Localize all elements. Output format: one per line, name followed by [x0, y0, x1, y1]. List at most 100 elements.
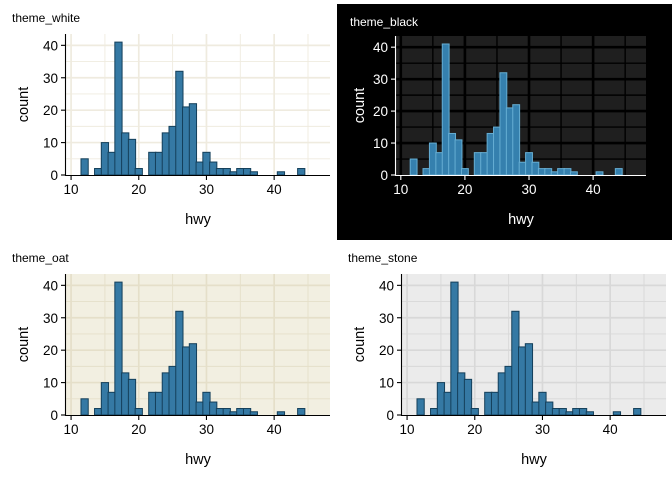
- x-tick-label: 30: [521, 182, 536, 197]
- y-tick-label: 20: [379, 343, 394, 358]
- histogram-bar: [229, 411, 238, 416]
- histogram-bar: [518, 161, 527, 176]
- histogram-bar: [242, 168, 252, 176]
- y-tick-label: 10: [43, 136, 58, 151]
- x-tick-label: 30: [535, 422, 550, 437]
- histogram-bar: [134, 168, 143, 176]
- histogram-bar: [276, 411, 286, 416]
- y-tick-label: 30: [43, 311, 58, 326]
- histogram-bar: [443, 391, 452, 416]
- histogram-bar: [450, 281, 459, 416]
- histogram-bar: [114, 41, 123, 176]
- histogram-bar: [202, 391, 211, 416]
- histogram-bar: [518, 346, 527, 416]
- histogram-bar: [505, 107, 514, 176]
- y-tick-label: 30: [373, 72, 388, 87]
- y-tick-label: 0: [50, 168, 58, 183]
- histogram-bar: [493, 126, 501, 176]
- y-tick-label: 40: [43, 38, 58, 53]
- histogram-bar: [441, 43, 450, 176]
- histogram-bar: [612, 411, 622, 416]
- histogram-bar: [127, 138, 137, 176]
- histogram-bar: [202, 151, 211, 176]
- y-tick-label: 20: [43, 343, 58, 358]
- histogram-bar: [80, 158, 89, 176]
- histogram-bar: [550, 171, 559, 176]
- x-tick-label: 20: [131, 182, 146, 197]
- histogram-bar: [569, 171, 578, 176]
- histogram-bar: [134, 408, 143, 416]
- x-tick-label: 10: [64, 422, 79, 437]
- histogram-bar: [100, 142, 110, 176]
- histogram-bar: [148, 391, 157, 416]
- histogram-bar: [195, 401, 204, 416]
- histogram-bar: [242, 408, 252, 416]
- histogram-bar: [409, 158, 418, 176]
- histogram-bar: [463, 378, 473, 416]
- histogram-bar: [148, 151, 157, 176]
- histogram-bar: [480, 152, 489, 176]
- histogram-bar: [470, 408, 479, 416]
- histogram-bar: [80, 398, 89, 416]
- histogram-bar: [486, 132, 495, 176]
- y-tick-label: 0: [386, 408, 394, 423]
- y-tick-label: 40: [379, 278, 394, 293]
- histogram-bar: [168, 365, 177, 416]
- histogram-bar: [297, 408, 306, 416]
- histogram-bar: [182, 346, 191, 416]
- panel-background: [66, 34, 330, 175]
- panel-title: theme_black: [350, 15, 419, 29]
- histogram-bar: [182, 106, 191, 176]
- histogram-bar: [422, 168, 431, 176]
- panel-title: theme_white: [12, 11, 80, 25]
- panel-background: [66, 274, 330, 415]
- y-axis-title: count: [16, 87, 32, 122]
- histogram-bar: [188, 343, 198, 416]
- y-tick-label: 10: [379, 376, 394, 391]
- histogram-theme-stone: 10 20 30 40 0 10 20 30 40 hwy count theme_stone: [336, 240, 672, 480]
- histogram-bar: [436, 382, 446, 416]
- histogram-bar: [484, 391, 493, 416]
- histogram-bar: [504, 365, 513, 416]
- y-tick-label: 0: [50, 408, 58, 423]
- y-axis-title: count: [352, 88, 368, 123]
- x-axis-title: hwy: [185, 452, 212, 468]
- histogram-bar: [545, 401, 554, 416]
- histogram-bar: [525, 152, 533, 176]
- histogram-bar: [94, 168, 103, 176]
- histogram-bar: [222, 408, 231, 416]
- panel-title: theme_oat: [12, 251, 69, 265]
- histogram-bar: [544, 168, 553, 176]
- histogram-bar: [175, 70, 184, 176]
- histogram-theme-oat: 10 20 30 40 0 10 20 30 40 hwy count theme_oat: [0, 240, 336, 480]
- histogram-bar: [236, 408, 245, 416]
- histogram-bar: [572, 408, 581, 416]
- histogram-bar: [537, 168, 546, 176]
- histogram-theme-white: 10 20 30 40 0 10 20 30 40 hwy count theme_white: [0, 0, 336, 240]
- histogram-bar: [161, 132, 170, 176]
- x-tick-label: 10: [64, 182, 79, 197]
- panel-background: [402, 274, 666, 415]
- histogram-bar: [563, 168, 572, 176]
- histogram-bar: [430, 408, 439, 416]
- plot-theme-stone: 10 20 30 40 0 10 20 30 40 hwy count theme_stone: [336, 240, 672, 480]
- plot-theme-white: 10 20 30 40 0 10 20 30 40 hwy count theme_white: [0, 0, 336, 240]
- histogram-bar: [428, 142, 437, 176]
- histogram-bar: [595, 171, 604, 176]
- histogram-bar: [121, 372, 130, 416]
- histogram-bar: [578, 408, 588, 416]
- histogram-bars: [416, 281, 642, 416]
- histogram-bar: [94, 408, 103, 416]
- histogram-bar: [188, 103, 198, 176]
- histogram-bar: [524, 343, 534, 416]
- plot-theme-oat: 10 20 30 40 0 10 20 30 40 hwy count theme_oat: [0, 240, 336, 480]
- x-tick-label: 10: [393, 182, 408, 197]
- histogram-bar: [236, 168, 245, 176]
- x-axis-title: hwy: [508, 212, 535, 228]
- histogram-bar: [154, 391, 164, 416]
- histogram-bar: [585, 411, 594, 416]
- y-tick-label: 30: [379, 311, 394, 326]
- x-tick-label: 20: [467, 422, 482, 437]
- histogram-bar: [121, 132, 130, 176]
- histogram-bar: [107, 391, 116, 416]
